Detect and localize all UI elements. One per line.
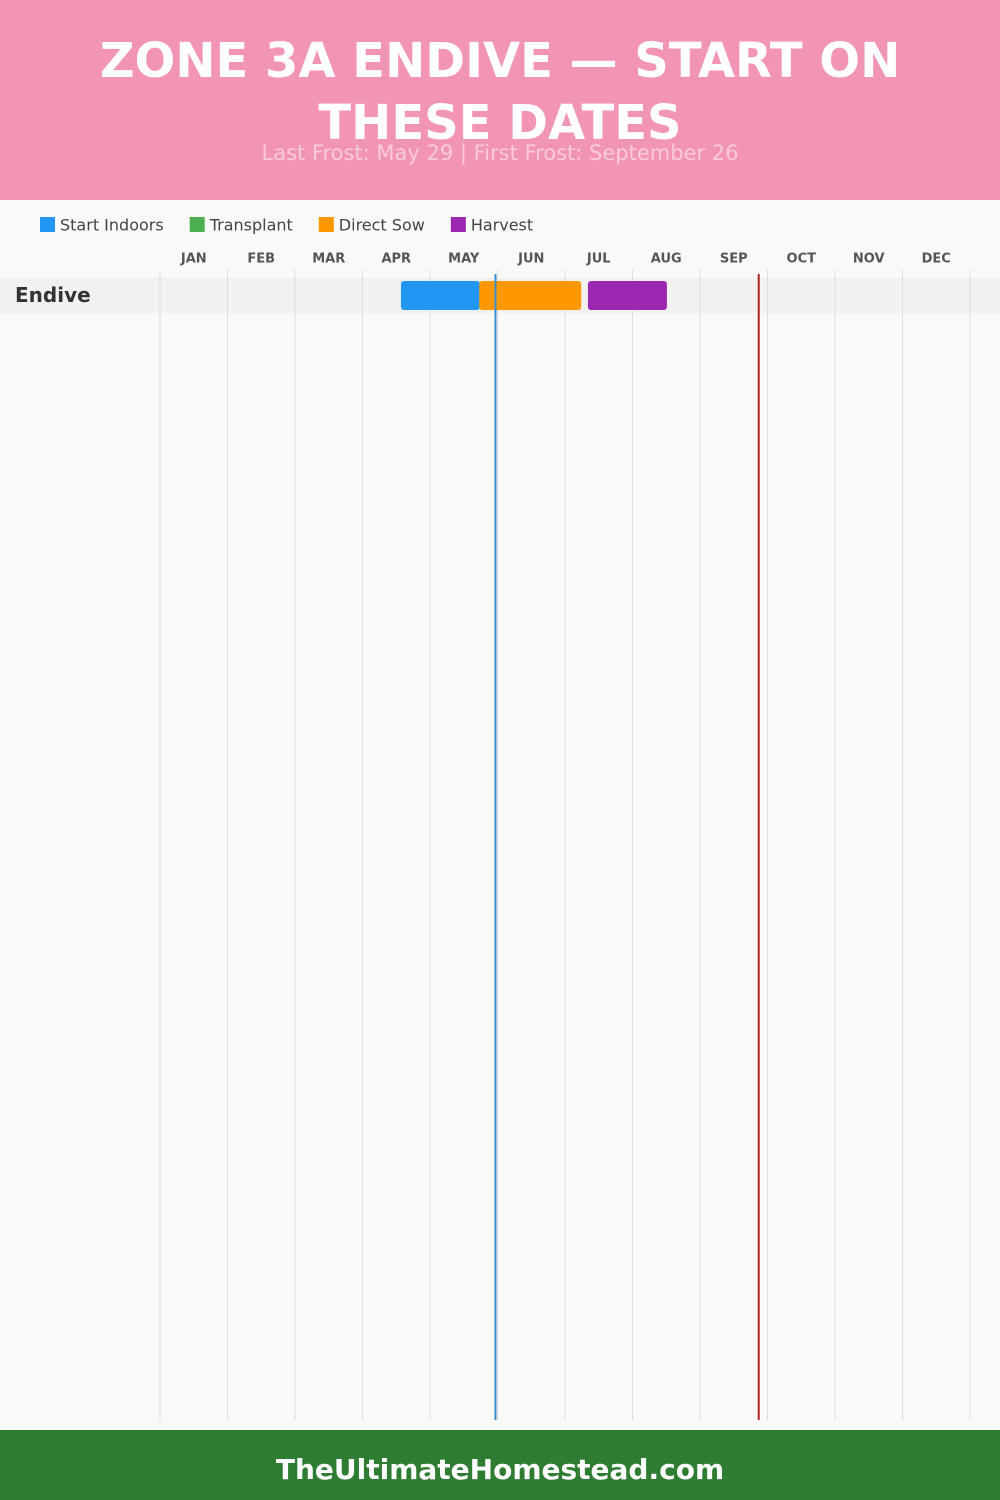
x-tick-label: JUN	[517, 252, 544, 267]
x-tick-label: NOV	[853, 252, 885, 267]
x-tick-label: JUL	[586, 252, 611, 267]
legend-label: Harvest	[471, 216, 533, 235]
x-tick-label: FEB	[247, 252, 275, 267]
bar	[587, 281, 667, 310]
x-tick-label: MAY	[448, 252, 480, 267]
legend-label: Start Indoors	[60, 216, 164, 235]
footer-band	[0, 1430, 1000, 1500]
x-tick-label: APR	[381, 252, 411, 267]
legend-swatch	[189, 217, 205, 232]
footer: TheUltimateHomestead.com	[276, 1453, 724, 1486]
legend-swatch	[318, 217, 334, 232]
x-tick-label: DEC	[922, 252, 951, 267]
subtitle: Last Frost: May 29 | First Frost: Septem…	[262, 141, 739, 166]
bar	[479, 281, 582, 310]
legend-label: Direct Sow	[339, 216, 425, 235]
header-band	[0, 0, 1000, 200]
bar	[400, 281, 480, 310]
row-label: Endive	[15, 283, 91, 307]
legend-swatch	[40, 217, 55, 232]
chart-title: ZONE 3A ENDIVE — START ON THESE DATES	[99, 33, 901, 151]
x-tick-label: AUG	[651, 252, 682, 267]
legend-label: Transplant	[209, 216, 293, 235]
legend-swatch	[450, 217, 466, 232]
x-tick-label: MAR	[312, 252, 345, 267]
x-tick-label: SEP	[720, 252, 748, 267]
x-tick-label: OCT	[787, 252, 817, 267]
x-tick-label: JAN	[180, 252, 207, 267]
